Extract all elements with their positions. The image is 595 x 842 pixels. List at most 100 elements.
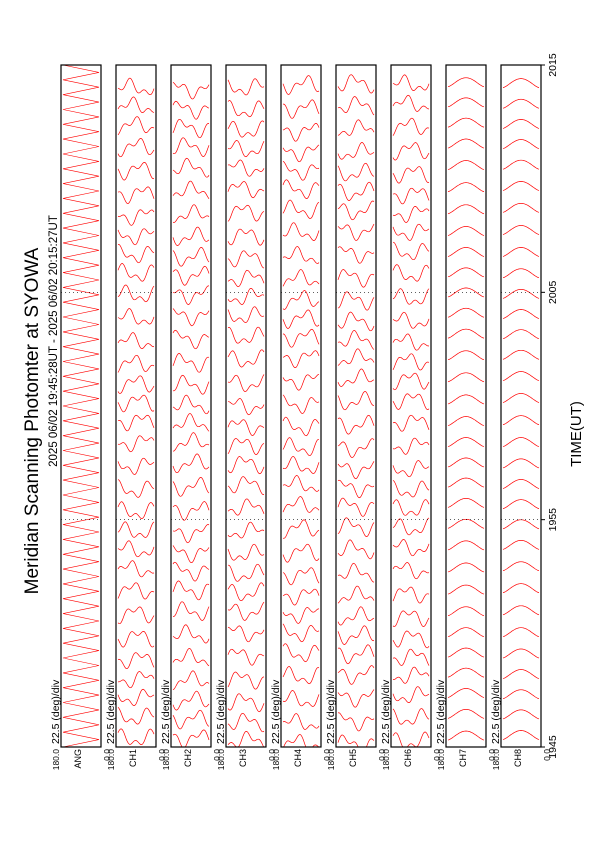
trace-line	[227, 228, 265, 246]
trace-line	[172, 477, 210, 497]
trace-line	[117, 728, 155, 745]
trace-line	[172, 501, 210, 521]
trace-line	[392, 648, 430, 666]
trace-line	[392, 437, 430, 455]
trace-line	[227, 419, 265, 436]
trace-line	[447, 372, 485, 383]
trace-line	[502, 393, 540, 403]
trace-line	[447, 394, 485, 405]
scale-label: 22.5 (deg)/div	[435, 679, 447, 744]
scale-label: 22.5 (deg)/div	[215, 679, 227, 744]
trace-line	[227, 601, 265, 621]
trace-line	[227, 159, 265, 177]
trace-line	[337, 311, 375, 332]
trace-line	[117, 375, 155, 394]
y-tick-label-max: 180.0	[381, 749, 391, 771]
trace-line	[172, 157, 210, 178]
trace-line	[117, 521, 155, 538]
trace-line	[282, 75, 320, 95]
trace-line	[502, 371, 540, 381]
trace-line	[172, 118, 210, 139]
x-tick-label: 1955	[547, 508, 559, 532]
channel-label: ANG	[73, 749, 83, 769]
trace-line	[227, 671, 265, 690]
trace-line	[337, 119, 375, 136]
panel-traces	[502, 78, 540, 740]
trace-line	[227, 543, 265, 561]
trace-line	[502, 519, 540, 530]
trace-line	[337, 96, 375, 116]
trace-line	[392, 187, 430, 205]
trace-line	[227, 521, 265, 539]
channel-label: CH1	[128, 749, 138, 767]
trace-line	[117, 332, 155, 349]
trace-line	[502, 119, 540, 129]
trace-line	[172, 394, 210, 415]
trace-line	[447, 287, 485, 298]
y-tick-label-max: 180.0	[161, 749, 171, 771]
trace-line	[282, 246, 320, 264]
trace-line	[117, 354, 155, 373]
trace-line	[502, 458, 540, 469]
trace-line	[117, 560, 155, 578]
trace-line	[502, 289, 540, 299]
trace-line	[227, 120, 265, 138]
trace-line	[337, 414, 375, 435]
trace-line	[502, 159, 540, 170]
trace-line	[337, 585, 375, 604]
trace-line	[502, 605, 540, 616]
trace-line	[502, 689, 540, 700]
trace-line	[447, 182, 485, 192]
trace-line	[392, 74, 430, 91]
trace-line	[337, 142, 375, 160]
trace-line	[392, 206, 430, 223]
trace-line	[337, 665, 375, 685]
channel-label: CH3	[238, 749, 248, 767]
trace-line	[117, 77, 155, 96]
trace-line	[447, 730, 485, 741]
trace-line	[172, 624, 210, 644]
trace-line	[117, 671, 155, 689]
trace-line	[282, 734, 320, 747]
trace-line	[337, 162, 375, 182]
trace-line	[117, 96, 155, 113]
trace-line	[227, 306, 265, 323]
trace-line	[227, 712, 265, 733]
trace-line	[392, 539, 430, 557]
scale-label: 22.5 (deg)/div	[160, 679, 172, 744]
y-tick-label-min: 0.0	[542, 749, 552, 761]
trace-line	[502, 98, 540, 109]
trace-line	[502, 268, 540, 279]
trace-line	[227, 625, 265, 643]
trace-line	[227, 250, 265, 269]
panel-frame	[335, 64, 377, 748]
trace-line	[502, 329, 540, 340]
y-tick-label-max: 180.0	[436, 749, 446, 771]
trace-line	[117, 457, 155, 475]
channel-label: CH4	[293, 749, 303, 767]
channel-label: CH6	[403, 749, 413, 767]
trace-line	[502, 730, 540, 740]
scale-label: 22.5 (deg)/div	[270, 679, 282, 744]
trace-line	[392, 517, 430, 536]
trace-line	[117, 263, 155, 282]
trace-line	[117, 116, 155, 136]
trace-line	[172, 432, 210, 452]
panel-frame	[60, 64, 102, 748]
trace-line	[282, 607, 319, 624]
trace-line	[227, 349, 265, 368]
y-tick-label-max: 180.0	[326, 749, 336, 771]
trace-line	[337, 223, 375, 241]
trace-line	[392, 241, 430, 261]
trace-line	[392, 223, 430, 241]
panel-traces	[392, 74, 430, 747]
trace-line	[392, 372, 430, 391]
y-tick-label-min: 0.0	[102, 749, 112, 761]
trace-line	[392, 562, 430, 580]
trace-line	[282, 567, 320, 586]
trace-line	[447, 77, 485, 88]
y-tick-label-min: 0.0	[432, 749, 442, 761]
trace-line	[282, 588, 320, 606]
